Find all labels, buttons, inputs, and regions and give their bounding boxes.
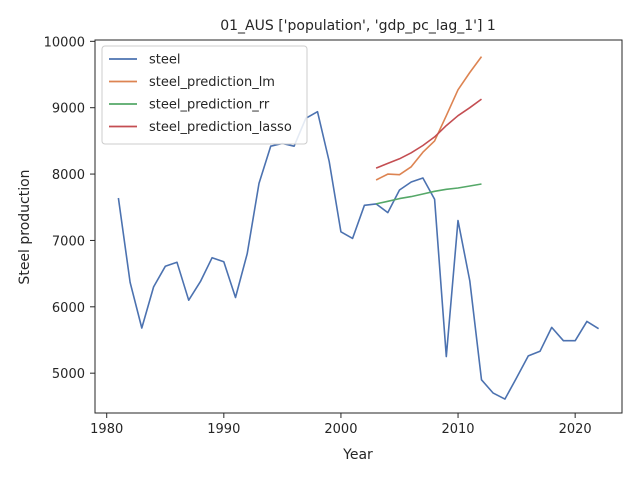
x-tick-label: 2000 [324, 422, 357, 437]
y-tick-label: 7000 [52, 234, 85, 249]
y-tick-label: 9000 [52, 102, 85, 117]
series-line-steel-prediction-lasso [375, 98, 482, 169]
series-line-steel [117, 110, 600, 400]
y-tick-label: 8000 [52, 168, 85, 183]
series-layer [117, 56, 600, 400]
x-axis-label: Year [342, 447, 373, 463]
x-tick-label: 1990 [207, 422, 240, 437]
y-axis: 5000 6000 7000 8000 9000 10000 [44, 35, 95, 382]
x-tick-label: 2010 [441, 422, 474, 437]
legend-label: steel_prediction_rr [149, 98, 270, 113]
y-tick-label: 6000 [52, 301, 85, 316]
legend: steel steel_prediction_lm steel_prediction… [101, 45, 308, 145]
legend-label: steel [149, 53, 180, 68]
legend-box [101, 45, 308, 145]
legend-label: steel_prediction_lasso [149, 120, 292, 135]
legend-label: steel_prediction_lm [149, 75, 275, 90]
y-axis-label: Steel production [17, 169, 33, 284]
series-line-steel-prediction-lm [375, 56, 483, 181]
x-axis: 1980 1990 2000 2010 2020 [90, 413, 592, 437]
plot-frame [94, 39, 623, 414]
x-tick-label: 1980 [90, 422, 123, 437]
series-line-steel-prediction-rr [375, 183, 482, 205]
chart-title: 01_AUS ['population', 'gdp_pc_lag_1'] 1 [220, 18, 496, 34]
y-tick-label: 5000 [52, 367, 85, 382]
x-tick-label: 2020 [559, 422, 592, 437]
y-tick-label: 10000 [44, 35, 85, 50]
